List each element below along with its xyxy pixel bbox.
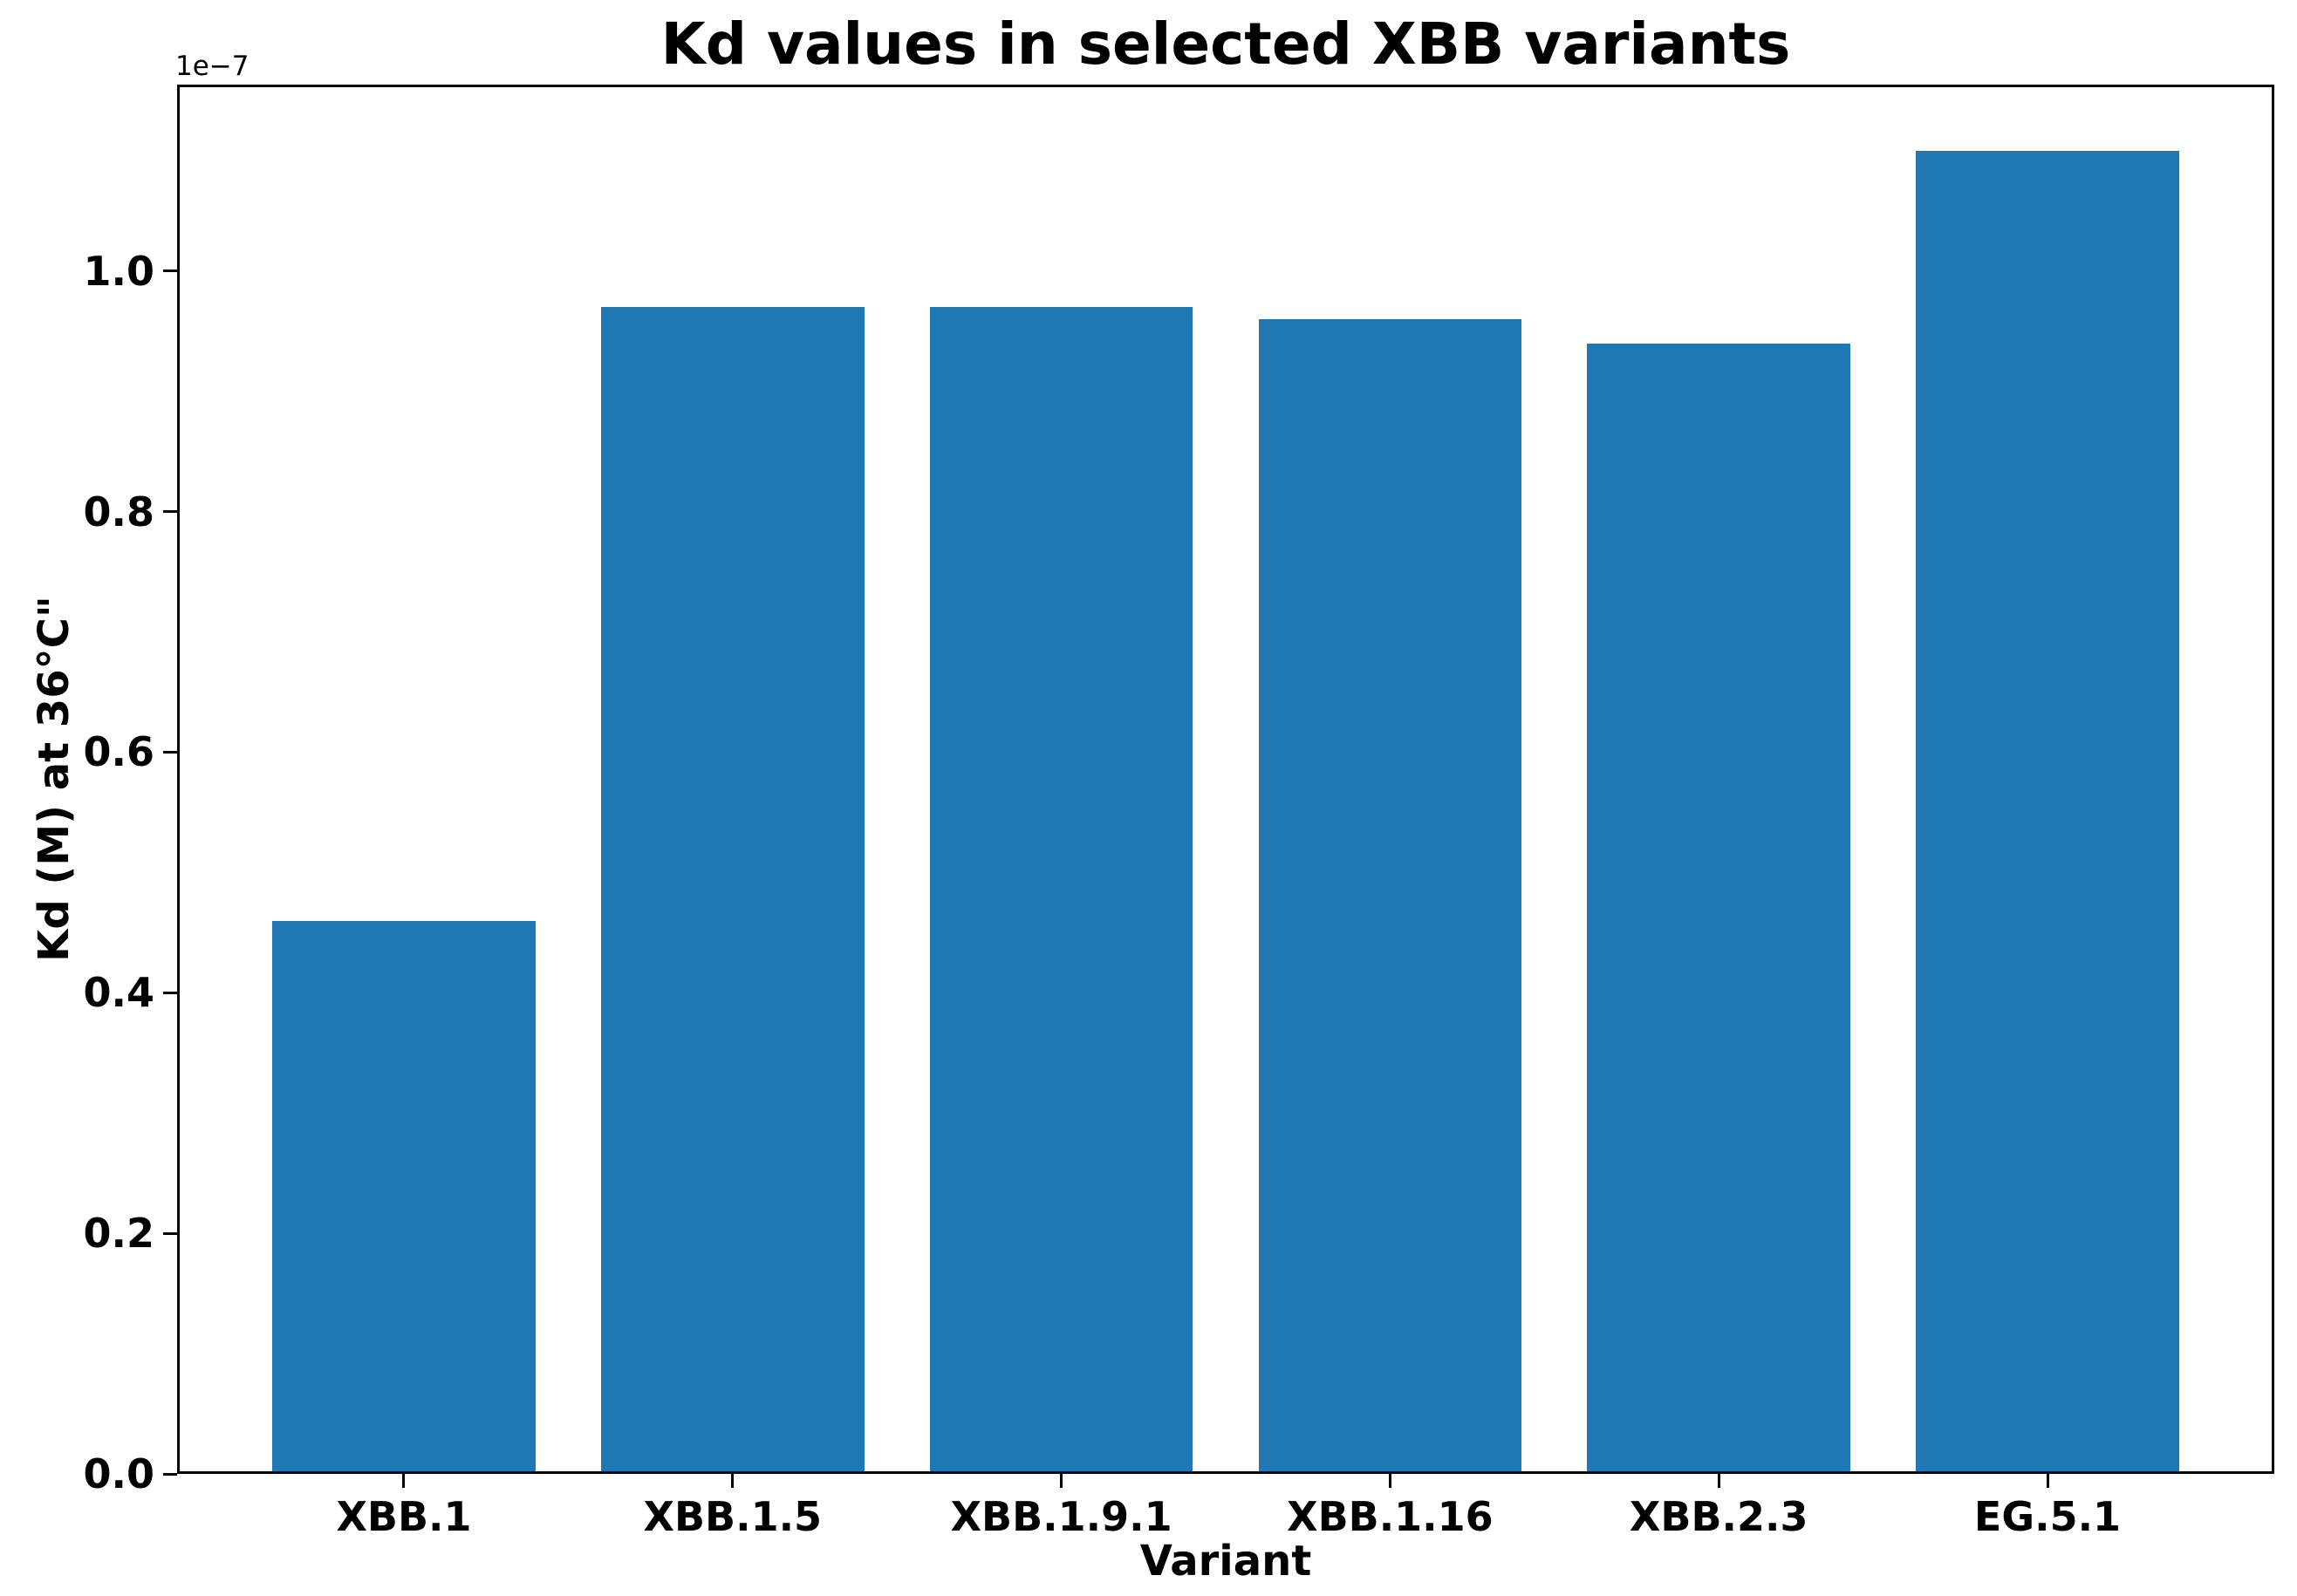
y-tick-label: 1.0: [83, 247, 155, 295]
x-tick-label-XBB.1.9.1: XBB.1.9.1: [950, 1493, 1172, 1540]
x-axis-label: Variant: [1139, 1537, 1312, 1586]
x-tick-mark: [1717, 1474, 1720, 1488]
x-tick-label-XBB.1: XBB.1: [336, 1493, 472, 1540]
y-axis-offset-text: 1e−7: [175, 51, 250, 82]
y-tick-label: 0.4: [83, 969, 155, 1017]
y-tick-mark: [163, 510, 177, 514]
x-tick-label-XBB.1.5: XBB.1.5: [643, 1493, 823, 1540]
x-tick-label-EG.5.1: EG.5.1: [1973, 1493, 2122, 1540]
y-tick-mark: [163, 1472, 177, 1476]
bar-XBB.1.16: [1258, 318, 1522, 1474]
y-tick-label: 0.6: [83, 728, 155, 776]
x-tick-mark: [402, 1474, 406, 1488]
bar-XBB.1.5: [601, 307, 865, 1474]
x-tick-mark: [1388, 1474, 1391, 1488]
bar-EG.5.1: [1916, 150, 2179, 1474]
y-tick-label: 0.2: [83, 1210, 155, 1258]
x-tick-mark: [731, 1474, 735, 1488]
x-tick-label-XBB.2.3: XBB.2.3: [1629, 1493, 1808, 1540]
bar-XBB.1: [272, 920, 536, 1474]
y-tick-mark: [163, 991, 177, 994]
x-tick-mark: [2046, 1474, 2049, 1488]
y-tick-label: 0.8: [83, 488, 155, 535]
y-tick-mark: [163, 1231, 177, 1235]
x-tick-label-XBB.1.16: XBB.1.16: [1287, 1493, 1494, 1540]
x-tick-mark: [1060, 1474, 1063, 1488]
y-axis-label: Kd (M) at 36°C": [30, 596, 79, 962]
y-tick-mark: [163, 269, 177, 273]
bar-XBB.1.9.1: [929, 307, 1193, 1474]
y-tick-label: 0.0: [83, 1450, 155, 1497]
chart-title: Kd values in selected XBB variants: [660, 10, 1791, 78]
bar-XBB.2.3: [1587, 343, 1850, 1474]
y-tick-mark: [163, 750, 177, 754]
